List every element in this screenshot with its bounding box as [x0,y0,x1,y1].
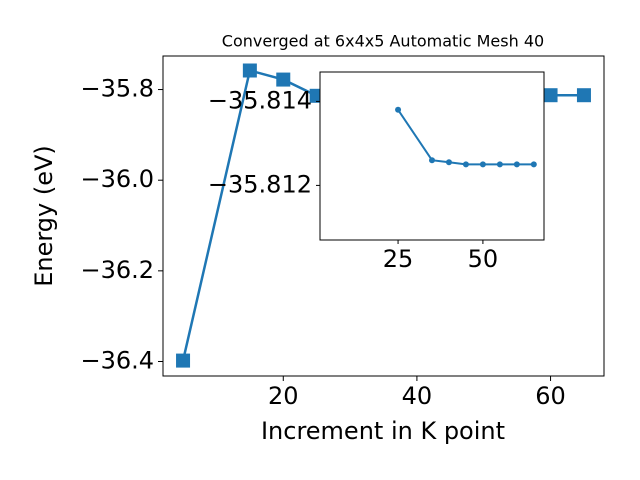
series [395,106,537,168]
data-point [176,353,191,368]
y-tick-label: −36.2 [80,256,154,284]
y-tick-label: −35.814 [208,86,312,114]
x-tick-label: 25 [383,245,414,273]
data-point [242,63,257,78]
x-tick-label: 40 [402,382,433,410]
plot-frame [162,55,605,377]
x-tick-label: 20 [268,382,299,410]
y-tick-label: −36.4 [80,346,154,374]
y-tick-label: −35.8 [80,75,154,103]
data-point [496,161,503,168]
data-point [576,88,591,103]
x-axis-label: Increment in K point [261,417,505,445]
data-point [479,161,486,168]
chart-title: Converged at 6x4x5 Automatic Mesh 40 [222,32,544,51]
data-point [276,72,291,87]
data-point [530,161,537,168]
plot-frame [319,71,545,241]
x-tick-label: 60 [535,382,566,410]
data-point [445,159,452,166]
data-point [543,88,558,103]
y-axis-label: Energy (eV) [30,145,58,287]
data-point [513,161,520,168]
data-point [395,106,402,113]
plot-area [320,72,544,240]
data-point [429,157,435,164]
y-tick-label: −35.812 [208,170,312,198]
y-tick-label: −36.0 [80,165,154,193]
x-tick-label: 50 [468,245,499,273]
data-point [462,161,469,168]
